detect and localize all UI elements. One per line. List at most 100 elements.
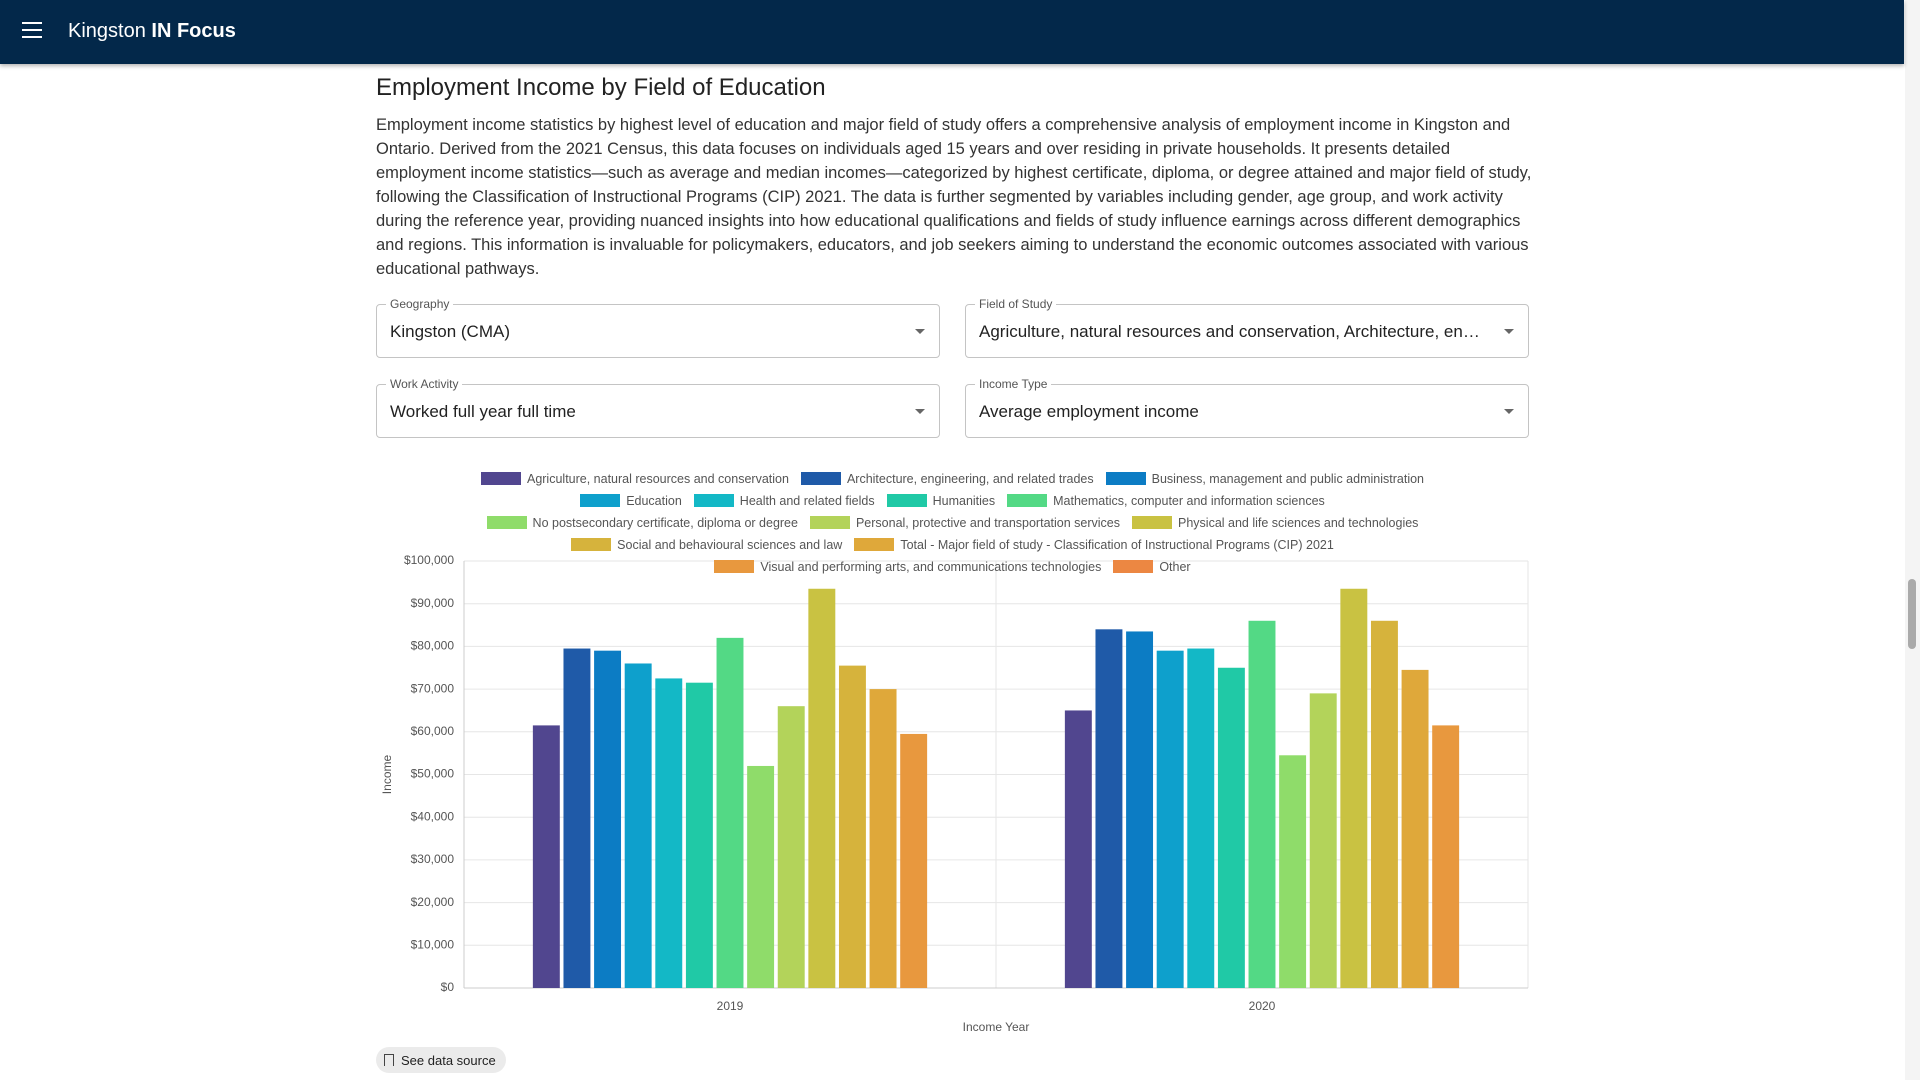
legend-item[interactable]: Total - Major field of study - Classific… <box>854 536 1334 553</box>
bar <box>1340 588 1368 988</box>
bar <box>869 689 897 988</box>
bar <box>838 665 866 988</box>
legend: Agriculture, natural resources and conse… <box>420 470 1485 575</box>
bar <box>532 725 560 988</box>
legend-label: Mathematics, computer and information sc… <box>1053 493 1325 508</box>
legend-label: Physical and life sciences and technolog… <box>1178 515 1419 530</box>
brand-regular: Kingston <box>68 20 146 42</box>
y-tick-label: $10,000 <box>411 937 455 951</box>
dropdown-arrow <box>1504 329 1514 334</box>
legend-swatch <box>1132 516 1172 529</box>
data-source-button[interactable]: See data source <box>376 1047 506 1073</box>
legend-item[interactable]: Physical and life sciences and technolog… <box>1132 514 1418 531</box>
x-axis-title: Income Year <box>963 1020 1030 1034</box>
bar <box>594 650 622 988</box>
legend-swatch <box>480 472 521 485</box>
legend-swatch <box>714 560 755 573</box>
legend-item[interactable]: Agriculture, natural resources and conse… <box>480 470 789 487</box>
dropdown-arrow <box>915 329 925 334</box>
bar <box>900 733 928 988</box>
bar <box>1217 667 1245 988</box>
y-tick-label: $30,000 <box>411 852 455 866</box>
bar <box>1095 629 1123 988</box>
y-tick-label: $90,000 <box>411 596 455 610</box>
select-field[interactable]: Work Activity Worked full year full time <box>376 377 940 438</box>
y-tick-label: $80,000 <box>411 639 455 653</box>
bar <box>624 663 652 988</box>
bar <box>1126 631 1154 988</box>
y-tick-label: $70,000 <box>411 681 455 695</box>
select-field[interactable]: Geography Kingston (CMA) <box>376 297 940 358</box>
legend-item[interactable]: Other <box>1113 558 1191 575</box>
legend-item[interactable]: Architecture, engineering, and related t… <box>800 470 1094 487</box>
select-label: Field of Study <box>975 297 1057 311</box>
legend-swatch <box>809 516 850 529</box>
legend-label: Social and behavioural sciences and law <box>617 537 843 552</box>
legend-label: Agriculture, natural resources and conse… <box>526 471 789 486</box>
legend-item[interactable]: Health and related fields <box>693 492 875 509</box>
legend-item[interactable]: Personal, protective and transportation … <box>809 514 1120 531</box>
scrollbar[interactable] <box>1905 0 1920 1080</box>
y-tick-label: $40,000 <box>411 809 455 823</box>
bar <box>747 765 775 988</box>
y-tick-label: $20,000 <box>411 895 455 909</box>
brand-bold: IN Focus <box>151 20 236 42</box>
legend-label: Visual and performing arts, and communic… <box>760 559 1102 574</box>
bar <box>1248 620 1276 988</box>
legend-label: Other <box>1159 559 1191 574</box>
legend-item[interactable]: Mathematics, computer and information sc… <box>1007 492 1325 509</box>
menu-button[interactable] <box>22 22 42 38</box>
page-title: Employment Income by Field of Education <box>376 74 826 101</box>
legend-swatch <box>854 538 895 551</box>
legend-label: No postsecondary certificate, diploma or… <box>532 515 798 530</box>
legend-label: Health and related fields <box>739 493 875 508</box>
legend-swatch <box>1113 560 1154 573</box>
legend-item[interactable]: Education <box>580 492 682 509</box>
bar <box>1064 710 1092 988</box>
bar <box>685 682 713 988</box>
legend-swatch <box>886 494 927 507</box>
legend-item[interactable]: Business, management and public administ… <box>1105 470 1425 487</box>
y-tick-label: $50,000 <box>411 767 455 781</box>
legend-label: Business, management and public administ… <box>1151 471 1425 486</box>
bar <box>1309 693 1337 988</box>
legend-label: Humanities <box>932 493 996 508</box>
legend-swatch <box>486 516 527 529</box>
legend-item[interactable]: Visual and performing arts, and communic… <box>714 558 1101 575</box>
legend-label: Education <box>626 493 682 508</box>
legend-swatch <box>1105 472 1146 485</box>
bar <box>777 706 805 988</box>
legend-swatch <box>571 538 612 551</box>
x-tick-label: 2020 <box>1249 999 1276 1013</box>
legend-item[interactable]: Humanities <box>886 492 996 509</box>
bar <box>1370 620 1398 988</box>
legend-item[interactable]: Social and behavioural sciences and law <box>571 536 842 553</box>
bookmark-icon <box>384 1054 394 1066</box>
bar <box>1187 648 1215 988</box>
select-label: Geography <box>386 297 454 311</box>
select-field[interactable]: Income Type Average employment income <box>965 377 1529 438</box>
bar <box>655 678 683 988</box>
brand[interactable]: Kingston IN Focus <box>68 20 236 43</box>
dropdown-arrow <box>915 409 925 414</box>
legend-label: Architecture, engineering, and related t… <box>846 471 1094 486</box>
bar <box>808 588 836 988</box>
dropdown-arrow <box>1504 409 1514 414</box>
bar <box>1401 669 1429 988</box>
x-tick-label: 2019 <box>717 999 744 1013</box>
legend-swatch <box>693 494 734 507</box>
legend-item[interactable]: No postsecondary certificate, diploma or… <box>486 514 798 531</box>
select-label: Work Activity <box>386 377 463 391</box>
legend-swatch <box>800 472 841 485</box>
legend-label: Total - Major field of study - Classific… <box>900 537 1334 552</box>
description: Employment income statistics by highest … <box>376 116 1532 278</box>
bar <box>563 648 591 988</box>
app-bar: Kingston IN Focus <box>0 0 1904 64</box>
legend-swatch <box>580 494 621 507</box>
select-label: Income Type <box>975 377 1052 391</box>
bar <box>716 637 744 988</box>
select-field[interactable]: Field of Study Agriculture, natural resou… <box>965 297 1529 358</box>
scroll-thumb[interactable] <box>1908 579 1916 649</box>
